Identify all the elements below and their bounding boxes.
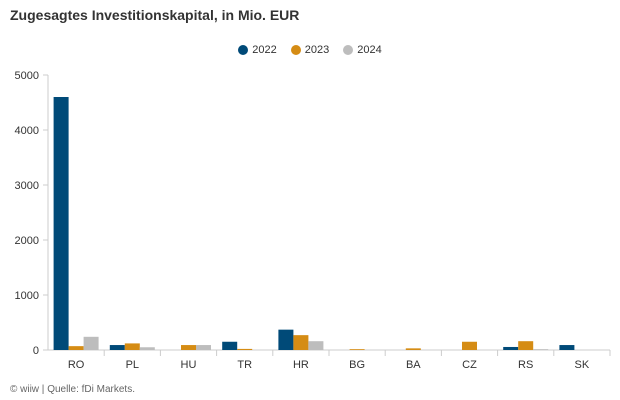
- source-footer: © wiiw | Quelle: fDi Markets.: [10, 384, 135, 395]
- bar-2022-HR: [278, 329, 294, 350]
- bar-2022-SK: [559, 345, 575, 350]
- x-tick-label: HR: [293, 359, 309, 371]
- bar-2023-CZ: [462, 341, 477, 350]
- bar-2024-RO: [83, 336, 99, 350]
- legend-label-2023: 2023: [304, 44, 330, 56]
- bar-2023-BG: [349, 349, 365, 350]
- y-tick-label: 4000: [15, 125, 39, 137]
- legend-item-2024[interactable]: 2024: [343, 44, 382, 56]
- y-tick-label: 0: [33, 345, 39, 357]
- legend-item-2022[interactable]: 2022: [238, 44, 277, 56]
- legend-swatch-2022: [238, 45, 249, 55]
- bar-2023-PL: [124, 343, 140, 350]
- legend-swatch-2023: [290, 45, 301, 55]
- y-tick-label: 5000: [15, 70, 39, 82]
- legend-swatch-2024: [343, 45, 354, 55]
- bar-2023-HR: [293, 335, 309, 350]
- bar-2023-RO: [68, 346, 84, 350]
- x-tick-label: SK: [575, 359, 590, 371]
- chart-title: Zugesagtes Investitionskapital, in Mio. …: [10, 7, 300, 23]
- legend-item-2023[interactable]: 2023: [290, 44, 330, 56]
- bar-2024-HU: [196, 345, 211, 350]
- bar-2022-TR: [222, 341, 238, 350]
- x-tick-label: RS: [518, 359, 533, 371]
- y-tick-label: 3000: [15, 180, 39, 192]
- bar-2023-TR: [237, 348, 253, 350]
- bar-2024-RS: [533, 349, 549, 350]
- bar-2023-BA: [405, 348, 421, 350]
- x-tick-label: CZ: [462, 359, 477, 371]
- y-tick-label: 1000: [15, 290, 39, 302]
- x-tick-label: HU: [181, 359, 197, 371]
- bar-2023-RS: [518, 341, 534, 350]
- x-tick-label: BA: [406, 359, 421, 371]
- x-tick-label: RO: [68, 359, 85, 371]
- bar-2023-HU: [181, 345, 196, 350]
- x-tick-label: TR: [237, 359, 252, 371]
- legend-label-2024: 2024: [357, 44, 382, 56]
- bar-2024-HR: [308, 341, 324, 350]
- legend-label-2022: 2022: [252, 44, 277, 56]
- y-tick-label: 2000: [15, 235, 39, 247]
- bar-2022-PL: [109, 345, 125, 350]
- bar-2024-PL: [139, 347, 155, 350]
- x-tick-label: BG: [349, 359, 365, 371]
- bar-2022-RS: [503, 346, 519, 350]
- chart-legend: 2022 2023 2024: [0, 44, 620, 56]
- bar-2022-RO: [53, 97, 69, 350]
- x-tick-label: PL: [126, 359, 139, 371]
